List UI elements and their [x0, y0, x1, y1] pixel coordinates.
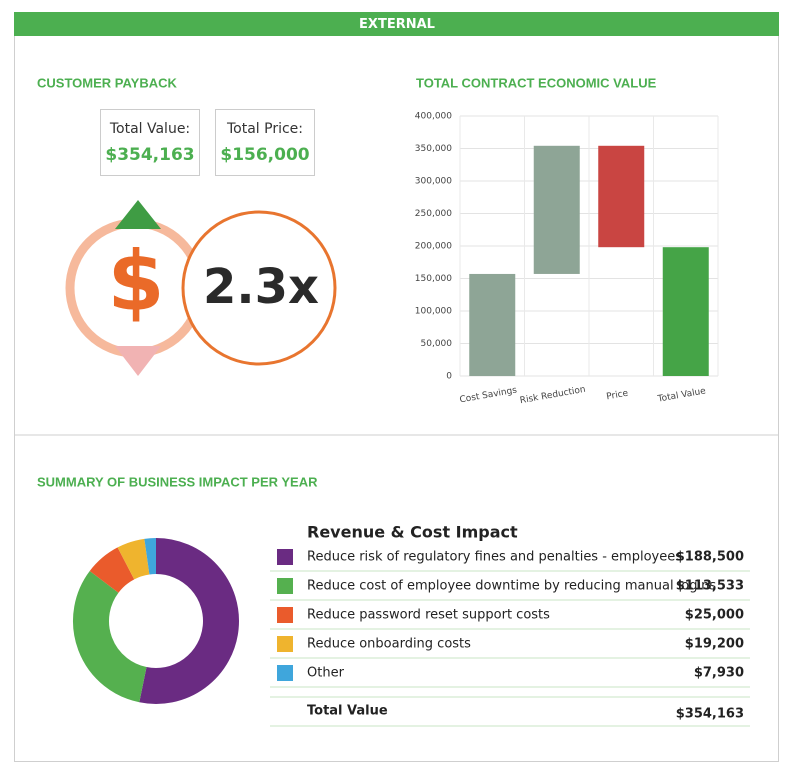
legend-value: $25,000 [685, 608, 744, 623]
section-title: TOTAL CONTRACT ECONOMIC VALUE [416, 75, 657, 90]
legend-value: $7,930 [694, 666, 744, 681]
legend-swatch [277, 549, 293, 565]
donut-slice [139, 538, 239, 704]
donut-slice [73, 571, 148, 703]
legend-value: $19,200 [685, 637, 744, 652]
bar [662, 247, 709, 376]
legend-label: Reduce password reset support costs [307, 608, 550, 623]
legend-swatch [277, 607, 293, 623]
kpi-label: Total Price: [226, 121, 303, 137]
down-arrow [115, 346, 161, 376]
legend-swatch [277, 578, 293, 594]
donut-slice [89, 547, 135, 594]
legend-swatch [277, 636, 293, 652]
multiple-circle [181, 210, 337, 366]
kpi-value: $156,000 [220, 145, 309, 165]
bar [598, 145, 645, 248]
payback-multiple: 2.3x [203, 259, 319, 315]
y-tick-label: 200,000 [415, 242, 452, 252]
kpi-box [100, 109, 200, 176]
legend-swatch [277, 665, 293, 681]
legend-value: $113,533 [676, 579, 744, 594]
donut-slice [144, 538, 157, 575]
up-arrow [115, 200, 161, 229]
y-tick-label: 150,000 [415, 274, 452, 284]
bar [469, 273, 516, 376]
total-value: $354,163 [676, 707, 744, 722]
donut-slice [117, 538, 151, 580]
y-tick-label: 100,000 [415, 307, 452, 317]
y-tick-label: 300,000 [415, 177, 452, 187]
kpi-value: $354,163 [105, 145, 194, 165]
x-tick-label: Price [606, 389, 630, 403]
legend-label: Other [307, 666, 345, 681]
legend-title: Revenue & Cost Impact [307, 523, 518, 542]
bar [533, 145, 580, 274]
y-tick-label: 0 [446, 372, 452, 382]
section-title: CUSTOMER PAYBACK [37, 75, 178, 90]
section-title: SUMMARY OF BUSINESS IMPACT PER YEAR [37, 474, 318, 489]
legend-label: Reduce onboarding costs [307, 637, 471, 652]
legend-value: $188,500 [676, 550, 744, 565]
legend-label: Reduce cost of employee downtime by redu… [307, 579, 716, 594]
y-tick-label: 400,000 [415, 112, 452, 122]
y-tick-label: 350,000 [415, 144, 452, 154]
y-tick-label: 250,000 [415, 209, 452, 219]
kpi-label: Total Value: [109, 121, 190, 137]
dollar-icon: $ [107, 234, 164, 329]
header: EXTERNAL [359, 17, 435, 32]
y-tick-label: 50,000 [421, 339, 453, 349]
kpi-box [215, 109, 315, 176]
total-label: Total Value [307, 704, 388, 719]
legend-label: Reduce risk of regulatory fines and pena… [307, 550, 682, 565]
header-bar [14, 12, 779, 36]
